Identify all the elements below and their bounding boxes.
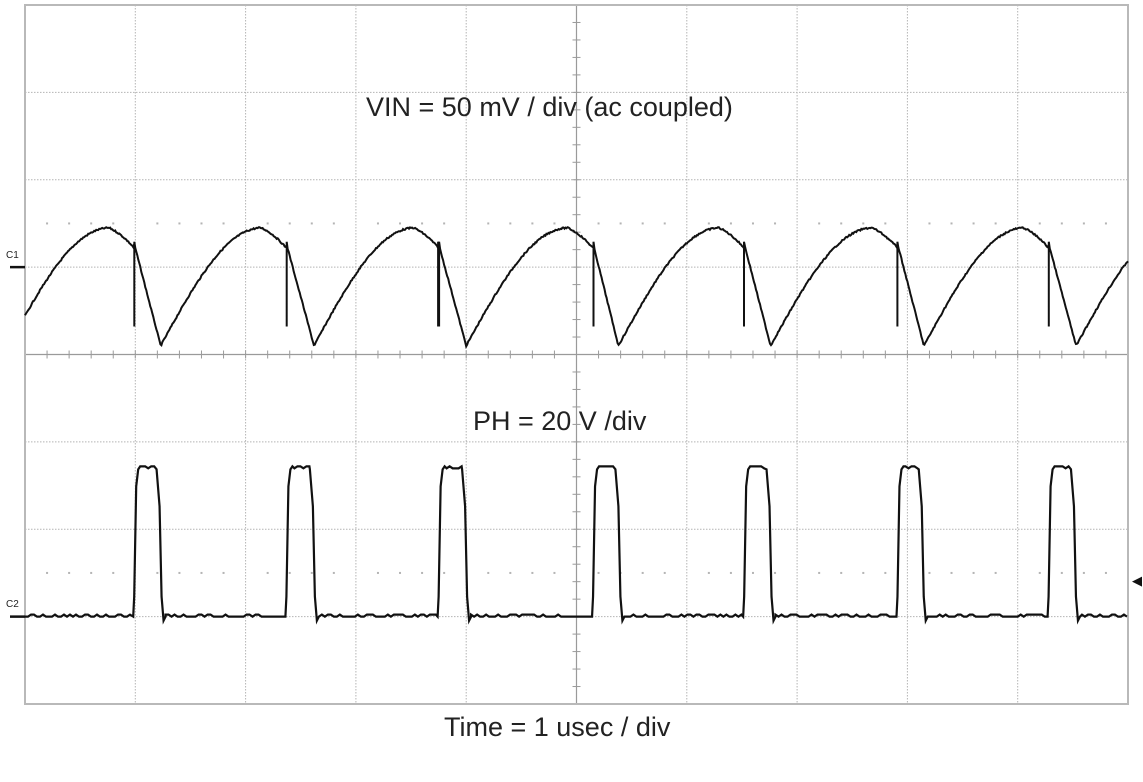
c2-channel-label: C2	[6, 599, 19, 610]
vin-scale-annotation: VIN = 50 mV / div (ac coupled)	[366, 92, 733, 122]
screen-frame	[24, 4, 1129, 705]
ph-waveform	[25, 464, 1128, 625]
time-scale-label: Time = 1 usec / div	[444, 712, 671, 742]
c1-channel-label: C1	[6, 250, 19, 261]
ph-scale-annotation: PH = 20 V /div	[473, 406, 647, 436]
center-axes	[24, 4, 1129, 705]
vin-waveform	[24, 226, 1129, 350]
channel-markers	[10, 265, 1142, 618]
